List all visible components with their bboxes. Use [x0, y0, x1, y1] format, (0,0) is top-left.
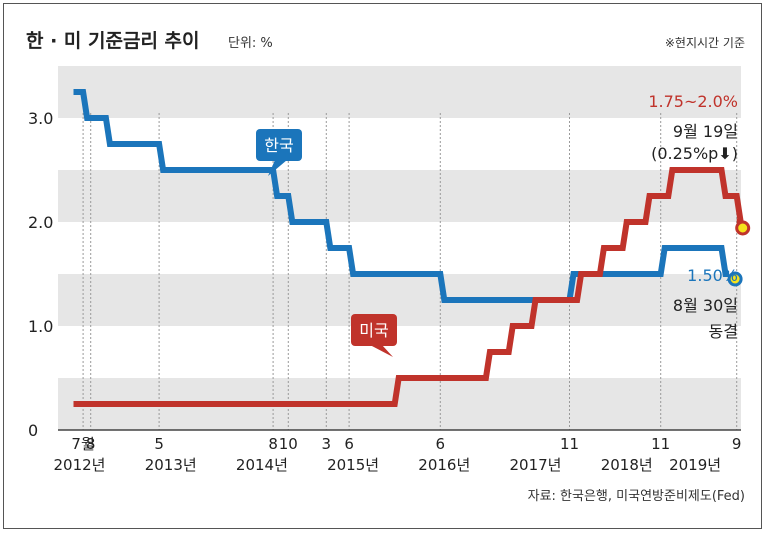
series-line — [73, 89, 730, 303]
timezone-note: ※현지시간 기준 — [664, 36, 745, 50]
y-tick-label: 3.0 — [28, 109, 53, 128]
korea-rate-annotation: 1.50% — [687, 266, 738, 285]
x-year-label: 2018년 — [601, 456, 653, 474]
us-change-annotation: (0.25%p⬇) — [651, 144, 738, 163]
y-tick-label: 2.0 — [28, 213, 53, 232]
x-month-label: 10 — [279, 435, 298, 453]
x-month-label: 11 — [651, 435, 670, 453]
background-band — [58, 66, 741, 118]
us-date-annotation: 9월 19일 — [672, 122, 738, 141]
callout-label: 한국 — [264, 136, 293, 155]
x-month-label: 6 — [436, 435, 446, 453]
source-note: 자료: 한국은행, 미국연방준비제도(Fed) — [527, 489, 745, 504]
x-year-label: 2013년 — [145, 456, 197, 474]
x-month-label: 5 — [154, 435, 164, 453]
callout-label: 미국 — [359, 321, 388, 340]
y-tick-label: 0 — [28, 421, 38, 440]
chart-title: 한 · 미 기준금리 추이 — [26, 30, 200, 52]
background-bands — [58, 66, 741, 430]
background-band — [58, 274, 741, 326]
korea-end-marker — [727, 271, 743, 287]
x-year-label: 2012년 — [54, 456, 106, 474]
x-month-label: 3 — [322, 435, 332, 453]
end-markers — [727, 220, 751, 287]
background-band — [58, 170, 741, 222]
us-end-marker — [735, 220, 751, 236]
down-arrow-icon: ⬇ — [718, 144, 732, 163]
x-month-label: 11 — [560, 435, 579, 453]
x-year-label: 2014년 — [236, 456, 288, 474]
x-year-label: 2015년 — [327, 456, 379, 474]
series-lines — [73, 89, 745, 407]
series-line — [73, 167, 745, 407]
korea-status-annotation: 동결 — [708, 322, 738, 341]
x-month-label: 7월 — [71, 435, 94, 453]
callout-pointer — [268, 160, 287, 176]
x-year-label: 2019년 — [669, 456, 721, 474]
callout-box — [351, 314, 397, 346]
x-month-label: 8 — [268, 435, 278, 453]
callout-pointer — [370, 345, 393, 357]
x-year-label: 2016년 — [418, 456, 470, 474]
x-year-label: 2017년 — [510, 456, 562, 474]
x-month-label: 8 — [86, 435, 96, 453]
us-rate-annotation: 1.75~2.0% — [648, 92, 738, 111]
month-guides — [82, 113, 738, 430]
callout-box — [256, 129, 302, 161]
x-month-label: 9 — [732, 435, 742, 453]
x-month-label: 6 — [344, 435, 354, 453]
korea-date-annotation: 8월 30일 — [672, 296, 738, 315]
y-tick-label: 1.0 — [28, 317, 53, 336]
us-change-text: (0.25%p — [651, 144, 719, 163]
unit-label: 단위: % — [228, 36, 273, 51]
y-axis-ticks: 0 1.0 2.0 3.0 — [28, 109, 53, 440]
